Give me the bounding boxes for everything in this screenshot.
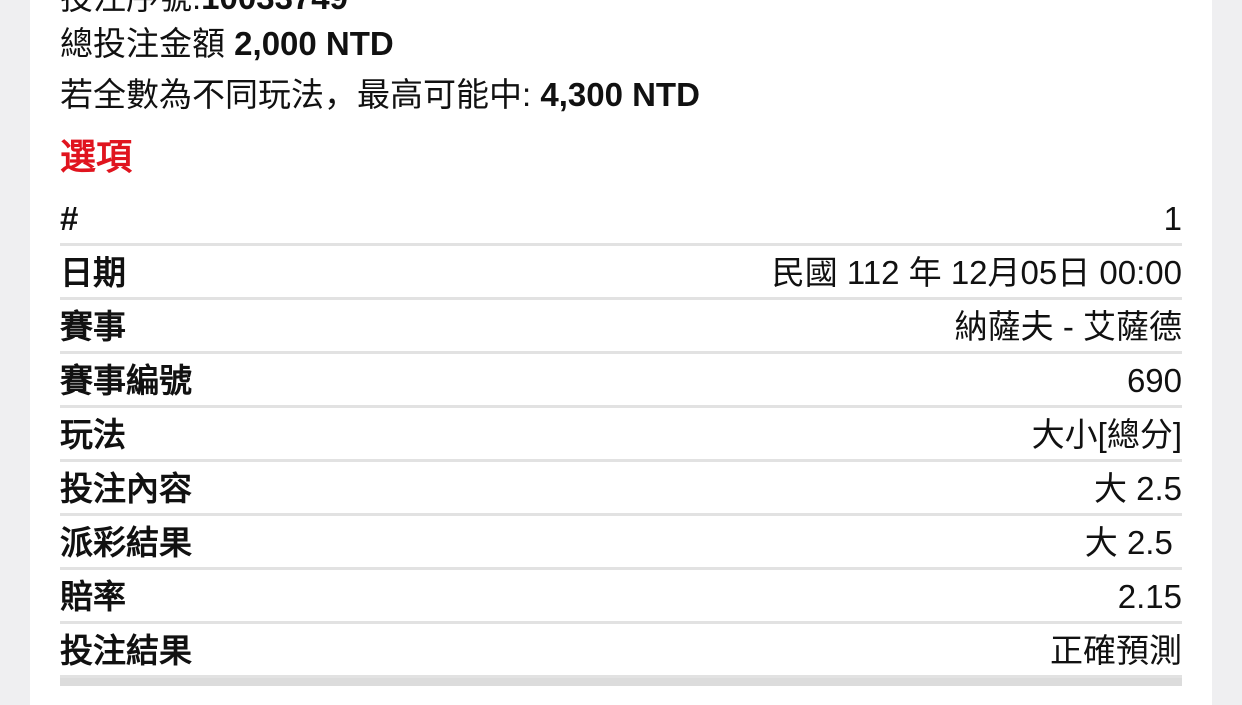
table-row: 派彩結果 大 2.5 <box>60 516 1182 570</box>
row-label: 玩法 <box>60 416 126 453</box>
table-row: 投注結果 正確預測 <box>60 624 1182 678</box>
row-value: 大小[總分] <box>1031 416 1182 453</box>
row-label: 賠率 <box>60 578 126 615</box>
row-value: 1 <box>1163 200 1182 237</box>
table-row: 投注內容 大 2.5 <box>60 462 1182 516</box>
row-value: 正確預測 <box>1050 632 1182 669</box>
table-footer-bar <box>60 678 1182 686</box>
row-value: 大 2.5 <box>1093 470 1182 507</box>
row-label: 派彩結果 <box>60 524 192 561</box>
table-row: 賽事 納薩夫 - 艾薩德 <box>60 300 1182 354</box>
table-row: 賠率 2.15 <box>60 570 1182 624</box>
table-row: 賽事編號 690 <box>60 354 1182 408</box>
table-row: #1 <box>60 192 1182 246</box>
row-value: 690 <box>1126 362 1182 399</box>
row-label: # <box>60 200 79 237</box>
row-value: 民國 112 年 12月05日 00:00 <box>771 254 1182 291</box>
summary-line: 若全數為不同玩法，最高可能中: 4,300 NTD <box>60 75 700 115</box>
section-title: 選項 <box>60 136 133 177</box>
row-label: 投注結果 <box>60 632 192 669</box>
summary-label: 投注序號: <box>60 0 201 16</box>
summary-label: 總投注金額 <box>60 25 225 62</box>
table-row: 日期 民國 112 年 12月05日 00:00 <box>60 246 1182 300</box>
summary-label: 若全數為不同玩法，最高可能中: <box>60 76 532 113</box>
detail-panel: 投注序號:10033749 總投注金額 2,000 NTD 若全數為不同玩法，最… <box>30 0 1212 705</box>
row-value: 2.15 <box>1117 578 1182 615</box>
summary-value: 2,000 NTD <box>234 25 394 62</box>
row-value: 納薩夫 - 艾薩德 <box>954 308 1182 345</box>
summary-line: 總投注金額 2,000 NTD <box>60 24 394 64</box>
row-label: 投注內容 <box>60 470 192 507</box>
row-label: 賽事編號 <box>60 362 192 399</box>
summary-value: 10033749 <box>201 0 348 16</box>
summary-value: 4,300 NTD <box>540 76 700 113</box>
options-table: #1 日期 民國 112 年 12月05日 00:00 賽事 納薩夫 - 艾薩德賽事編號… <box>60 192 1182 686</box>
row-label: 賽事 <box>60 308 126 345</box>
row-value: 大 2.5 <box>1084 524 1182 561</box>
row-label: 日期 <box>60 254 126 291</box>
summary-line: 投注序號:10033749 <box>60 0 348 18</box>
table-row: 玩法 大小[總分] <box>60 408 1182 462</box>
